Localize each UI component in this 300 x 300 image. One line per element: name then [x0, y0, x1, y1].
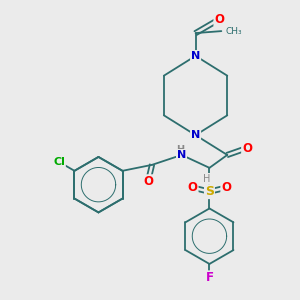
Text: N: N: [191, 130, 200, 140]
Text: O: O: [143, 175, 153, 188]
Text: O: O: [242, 142, 252, 154]
Text: H: H: [176, 145, 184, 155]
Text: S: S: [205, 185, 214, 198]
Text: F: F: [206, 271, 213, 284]
Text: Cl: Cl: [53, 157, 65, 167]
Text: CH₃: CH₃: [225, 27, 242, 36]
Text: O: O: [188, 181, 198, 194]
Text: H: H: [203, 174, 210, 184]
Text: N: N: [191, 51, 200, 61]
Text: O: O: [221, 181, 231, 194]
Text: N: N: [177, 150, 186, 160]
Text: O: O: [214, 13, 224, 26]
